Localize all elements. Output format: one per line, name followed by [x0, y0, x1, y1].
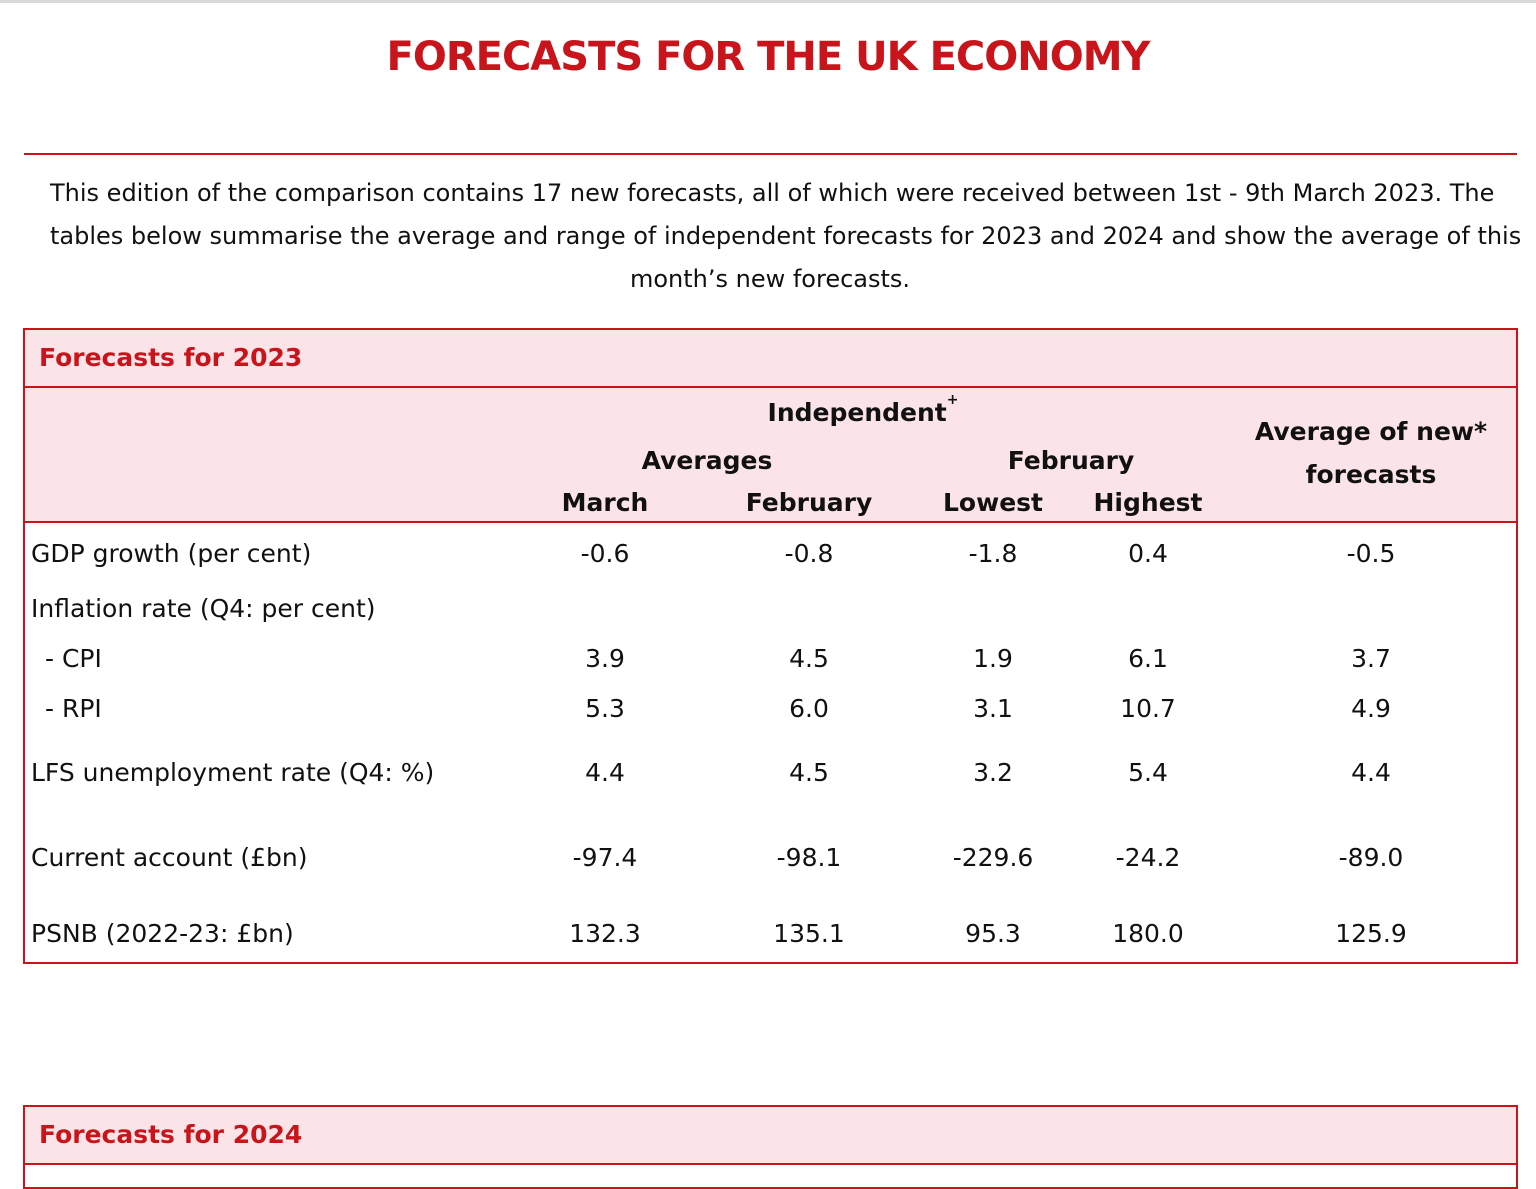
intro-line: This edition of the comparison contains …	[50, 179, 1495, 207]
page-title: FORECASTS FOR THE UK ECONOMY	[386, 34, 1151, 80]
cell-psnb-highest: 180.0	[1112, 919, 1184, 948]
cell-cpi-lowest: 1.9	[973, 644, 1013, 673]
row-label-inflation: Inflation rate (Q4: per cent)	[31, 594, 376, 623]
intro-paragraph: This edition of the comparison contains …	[50, 172, 1522, 301]
cell-current-account-highest: -24.2	[1115, 843, 1181, 872]
header-new-average: Average of new*	[1254, 417, 1488, 446]
cell-cpi-highest: 6.1	[1128, 644, 1168, 673]
cell-current-account-lowest: -229.6	[952, 843, 1034, 872]
cell-cpi-march: 3.9	[585, 644, 625, 673]
header-march: March	[561, 488, 649, 517]
table-title-bar: Forecasts for 2024	[25, 1107, 1516, 1165]
cell-rpi-new-average: 4.9	[1351, 694, 1391, 723]
title-divider	[24, 153, 1517, 155]
header-independent: Independent+	[767, 392, 959, 427]
header-new-average-line2: forecasts	[1305, 460, 1437, 489]
cell-psnb-february: 135.1	[773, 919, 845, 948]
cell-unemployment-lowest: 3.2	[973, 758, 1013, 787]
cell-current-account-march: -97.4	[572, 843, 638, 872]
page-top-border	[0, 0, 1536, 3]
cell-rpi-highest: 10.7	[1120, 694, 1176, 723]
cell-unemployment-highest: 5.4	[1128, 758, 1168, 787]
cell-gdp-new-average: -0.5	[1346, 539, 1396, 568]
header-averages: Averages	[641, 446, 773, 475]
intro-line: month’s new forecasts.	[629, 265, 911, 293]
header-highest: Highest	[1093, 488, 1203, 517]
cell-rpi-february: 6.0	[789, 694, 829, 723]
cell-rpi-lowest: 3.1	[973, 694, 1013, 723]
row-label-gdp: GDP growth (per cent)	[31, 539, 312, 568]
cell-unemployment-february: 4.5	[789, 758, 829, 787]
header-range-month: February	[1007, 446, 1135, 475]
forecasts-2023-table: Forecasts for 2023 Independent+ Averages…	[23, 328, 1518, 964]
table-header: Independent+ Averages February March Feb…	[25, 388, 1516, 523]
table-title: Forecasts for 2023	[39, 343, 303, 372]
cell-psnb-lowest: 95.3	[965, 919, 1021, 948]
cell-unemployment-march: 4.4	[585, 758, 625, 787]
table-title: Forecasts for 2024	[39, 1120, 303, 1149]
header-lowest: Lowest	[943, 488, 1043, 517]
cell-gdp-lowest: -1.8	[968, 539, 1018, 568]
cell-rpi-march: 5.3	[585, 694, 625, 723]
cell-cpi-february: 4.5	[789, 644, 829, 673]
cell-unemployment-new-average: 4.4	[1351, 758, 1391, 787]
cell-psnb-new-average: 125.9	[1335, 919, 1407, 948]
row-label-psnb: PSNB (2022-23: £bn)	[31, 919, 294, 948]
intro-line: tables below summarise the average and r…	[50, 222, 1522, 250]
cell-current-account-february: -98.1	[776, 843, 842, 872]
cell-cpi-new-average: 3.7	[1351, 644, 1391, 673]
row-label-unemployment: LFS unemployment rate (Q4: %)	[31, 758, 435, 787]
table-title-bar: Forecasts for 2023	[25, 330, 1516, 388]
header-february: February	[745, 488, 873, 517]
row-label-cpi: - CPI	[45, 644, 102, 673]
cell-gdp-february: -0.8	[784, 539, 834, 568]
header-independent-label: Independent	[767, 398, 947, 427]
forecasts-2024-table: Forecasts for 2024	[23, 1105, 1518, 1189]
cell-psnb-march: 132.3	[569, 919, 641, 948]
row-label-current-account: Current account (£bn)	[31, 843, 308, 872]
cell-current-account-new-average: -89.0	[1338, 843, 1404, 872]
cell-gdp-highest: 0.4	[1128, 539, 1168, 568]
row-label-rpi: - RPI	[45, 694, 102, 723]
cell-gdp-march: -0.6	[580, 539, 630, 568]
header-independent-mark: +	[946, 392, 959, 408]
